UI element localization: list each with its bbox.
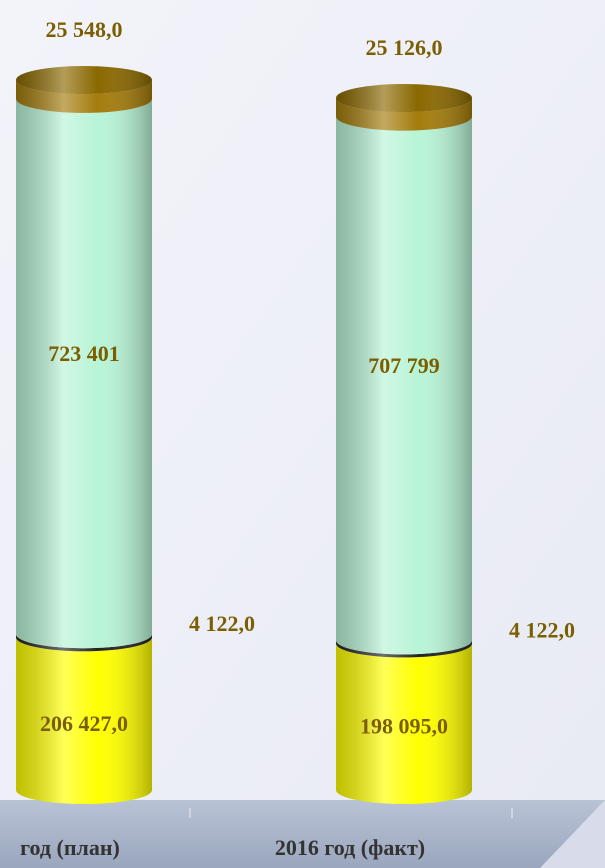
segment-shade (336, 98, 472, 131)
value-label: 25 126,0 (366, 35, 443, 60)
value-label: 25 548,0 (46, 17, 123, 42)
corner (540, 800, 605, 868)
segment-shade (336, 640, 472, 658)
value-label: 206 427,0 (40, 711, 128, 736)
segment-shade (16, 98, 152, 649)
segment-shade (336, 116, 472, 655)
x-tick-label: 2016 год (факт) (275, 835, 425, 860)
cap-shade (16, 66, 152, 94)
x-tick-label: год (план) (20, 835, 120, 860)
value-label: 707 799 (368, 353, 440, 378)
axis-band (0, 800, 605, 868)
segment-shade (16, 634, 152, 652)
cap-shade (336, 84, 472, 113)
segment-shade (16, 80, 152, 113)
segment-shade (336, 643, 472, 804)
value-label: 4 122,0 (509, 617, 575, 642)
segment-shade (16, 637, 152, 804)
value-label: 198 095,0 (360, 713, 448, 738)
value-label: 4 122,0 (189, 611, 255, 636)
value-label: 723 401 (48, 341, 120, 366)
